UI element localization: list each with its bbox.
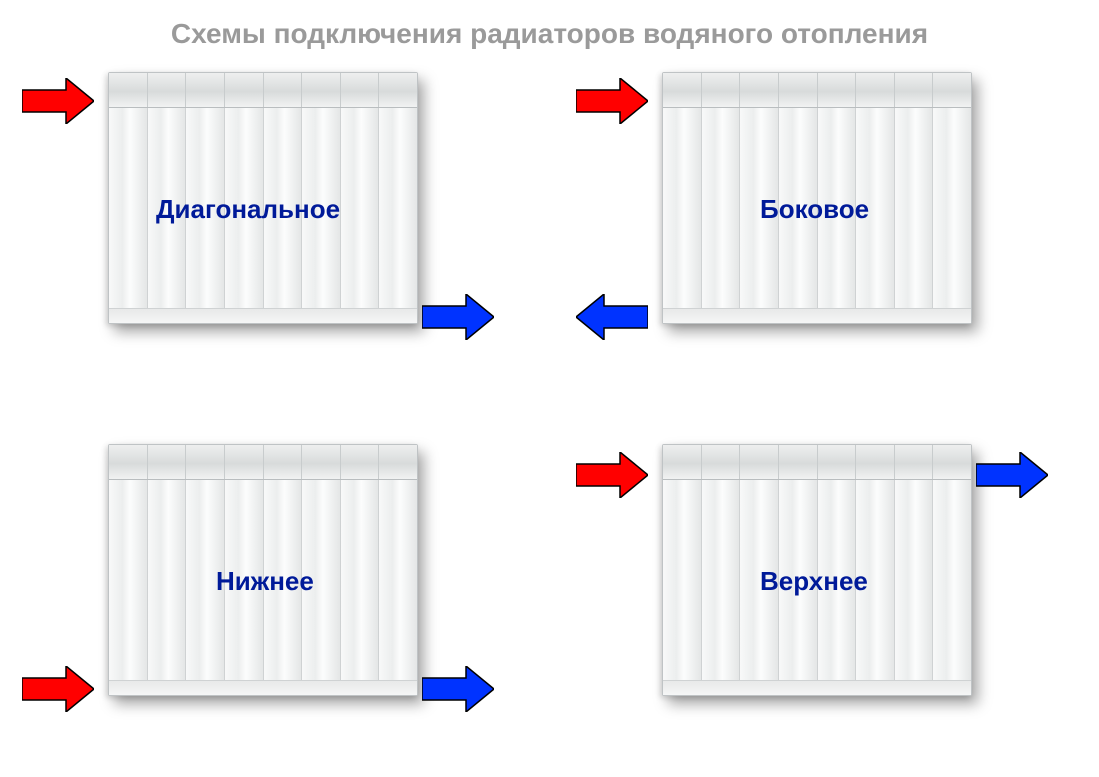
- radiator-section: [663, 108, 702, 308]
- radiator-header-segment: [702, 73, 741, 107]
- radiator-header: [109, 73, 417, 108]
- arrow-left-icon: [576, 294, 648, 340]
- radiator-footer: [109, 308, 417, 323]
- radiator-header-segment: [895, 445, 934, 479]
- arrow-right-icon: [976, 452, 1048, 498]
- arrow-right-icon: [22, 666, 94, 712]
- radiator-header-segment: [264, 445, 303, 479]
- arrow-right-icon: [576, 78, 648, 124]
- radiator-section: [341, 108, 380, 308]
- radiator-header-segment: [740, 445, 779, 479]
- radiator-header-segment: [302, 445, 341, 479]
- radiator-section: [379, 480, 417, 680]
- radiator-section: [379, 108, 417, 308]
- scheme-label-bottom: Нижнее: [216, 566, 314, 597]
- radiator-section: [895, 480, 934, 680]
- scheme-label-side: Боковое: [760, 194, 869, 225]
- radiator-header-segment: [341, 73, 380, 107]
- radiator-header-segment: [148, 445, 187, 479]
- radiator-header-segment: [933, 445, 971, 479]
- radiator-header-segment: [702, 445, 741, 479]
- radiator-header-segment: [818, 445, 857, 479]
- arrow-right-icon: [422, 666, 494, 712]
- radiator-section: [109, 480, 148, 680]
- radiator-header-segment: [740, 73, 779, 107]
- radiator-footer: [663, 680, 971, 695]
- radiator-header-segment: [779, 445, 818, 479]
- radiator-section: [702, 480, 741, 680]
- scheme-label-diagonal: Диагональное: [156, 194, 340, 225]
- radiator-header-segment: [109, 73, 148, 107]
- inlet-arrow-icon: [22, 78, 94, 129]
- radiator-header-segment: [341, 445, 380, 479]
- radiator-header-segment: [818, 73, 857, 107]
- radiator-section: [663, 480, 702, 680]
- radiator-section: [933, 108, 971, 308]
- radiator-section: [895, 108, 934, 308]
- radiator-header-segment: [186, 73, 225, 107]
- radiator-section: [109, 108, 148, 308]
- inlet-arrow-icon: [576, 78, 648, 129]
- radiator-footer: [663, 308, 971, 323]
- radiator-section: [148, 480, 187, 680]
- outlet-arrow-icon: [422, 294, 494, 345]
- radiator-header-segment: [856, 445, 895, 479]
- radiator-header: [663, 73, 971, 108]
- outlet-arrow-icon: [576, 294, 648, 345]
- radiator-header-segment: [225, 73, 264, 107]
- radiator-header-segment: [379, 445, 417, 479]
- radiator-header-segment: [225, 445, 264, 479]
- radiator-header-segment: [779, 73, 818, 107]
- radiator-header-segment: [895, 73, 934, 107]
- radiator-header-segment: [856, 73, 895, 107]
- radiator-footer: [109, 680, 417, 695]
- radiator-header-segment: [379, 73, 417, 107]
- radiator-section: [933, 480, 971, 680]
- arrow-right-icon: [22, 78, 94, 124]
- arrow-right-icon: [422, 294, 494, 340]
- radiator-header-segment: [663, 445, 702, 479]
- radiator-header: [109, 445, 417, 480]
- arrow-right-icon: [576, 452, 648, 498]
- radiator-header-segment: [302, 73, 341, 107]
- radiator-section: [702, 108, 741, 308]
- radiator-header-segment: [148, 73, 187, 107]
- radiator-header-segment: [663, 73, 702, 107]
- radiator-header: [663, 445, 971, 480]
- scheme-label-top: Верхнее: [760, 566, 868, 597]
- radiator-header-segment: [933, 73, 971, 107]
- inlet-arrow-icon: [576, 452, 648, 503]
- outlet-arrow-icon: [976, 452, 1048, 503]
- radiator-header-segment: [109, 445, 148, 479]
- outlet-arrow-icon: [422, 666, 494, 717]
- page-title: Схемы подключения радиаторов водяного от…: [0, 18, 1099, 50]
- radiator-section: [341, 480, 380, 680]
- radiator-header-segment: [186, 445, 225, 479]
- radiator-header-segment: [264, 73, 303, 107]
- inlet-arrow-icon: [22, 666, 94, 717]
